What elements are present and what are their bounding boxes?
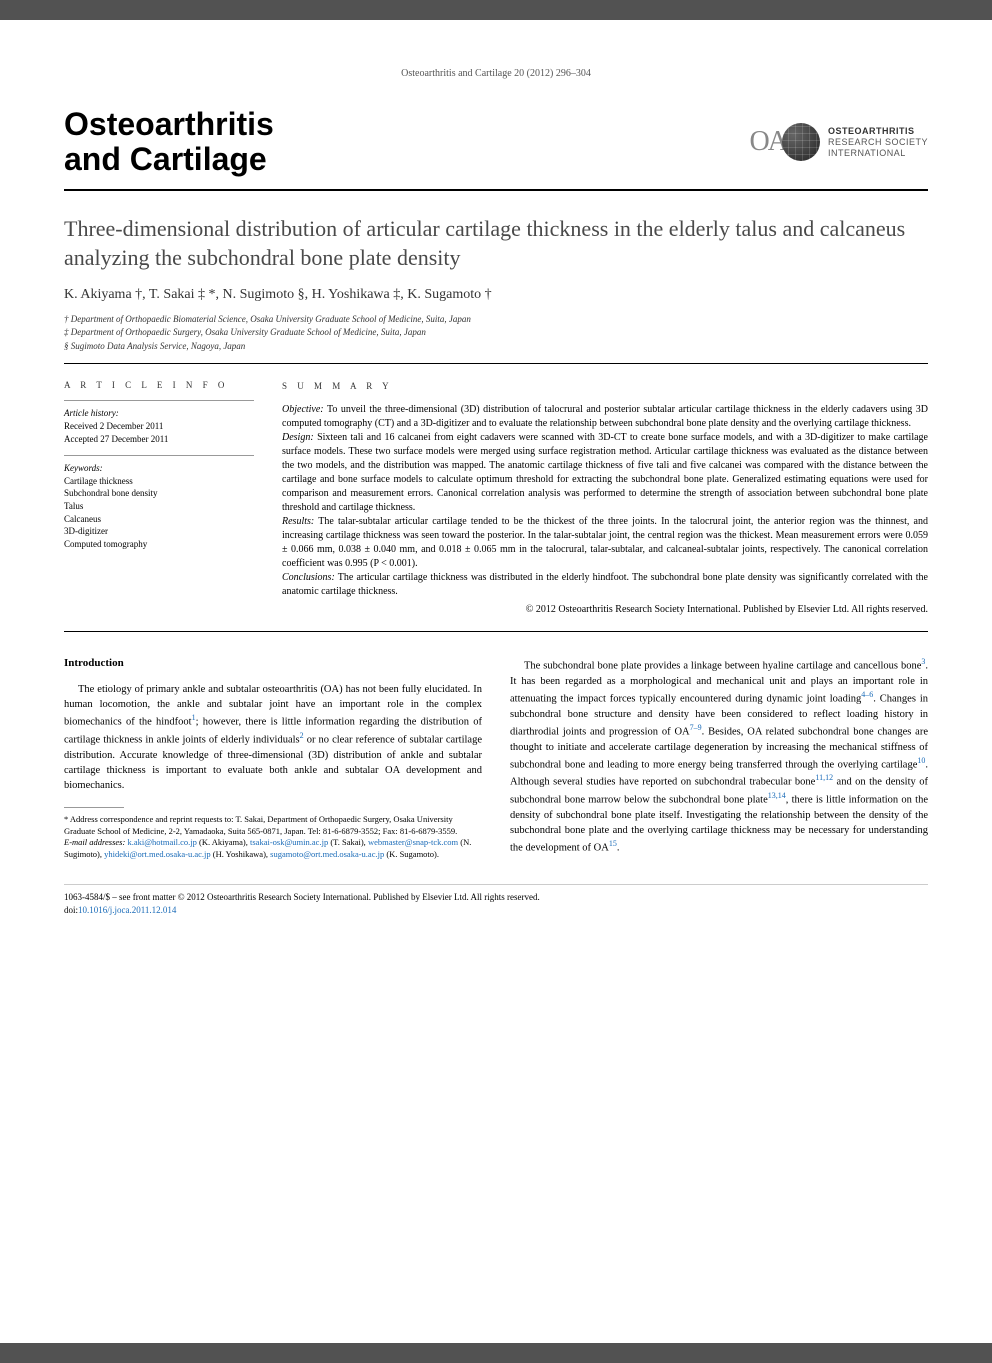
ref-link[interactable]: 13,14 bbox=[768, 791, 786, 800]
affiliation: ‡ Department of Orthopaedic Surgery, Osa… bbox=[64, 326, 928, 339]
keyword: Subchondral bone density bbox=[64, 487, 254, 500]
body-para: The subchondral bone plate provides a li… bbox=[510, 656, 928, 856]
intro-heading: Introduction bbox=[64, 656, 482, 672]
globe-icon bbox=[782, 123, 820, 161]
page: Osteoarthritis and Cartilage 20 (2012) 2… bbox=[0, 20, 992, 1343]
affiliation: † Department of Orthopaedic Biomaterial … bbox=[64, 313, 928, 326]
email-addresses: E-mail addresses: k.aki@hotmail.co.jp (K… bbox=[64, 837, 482, 860]
journal-title-line1: Osteoarthritis bbox=[64, 106, 274, 142]
keyword: Computed tomography bbox=[64, 538, 254, 551]
corresponding-author: * Address correspondence and reprint req… bbox=[64, 814, 482, 837]
ref-link[interactable]: 7–9 bbox=[690, 723, 702, 732]
logo-letters: OA bbox=[750, 123, 820, 161]
summary-copyright: © 2012 Osteoarthritis Research Society I… bbox=[282, 603, 928, 617]
column-right: The subchondral bone plate provides a li… bbox=[510, 656, 928, 860]
summary-objective: Objective: To unveil the three-dimension… bbox=[282, 403, 928, 431]
body-columns: Introduction The etiology of primary ank… bbox=[64, 656, 928, 860]
ref-link[interactable]: 4–6 bbox=[861, 690, 873, 699]
email-link[interactable]: k.aki@hotmail.co.jp bbox=[127, 837, 196, 847]
summary-conclusions: Conclusions: The articular cartilage thi… bbox=[282, 571, 928, 599]
ref-link[interactable]: 15 bbox=[609, 839, 617, 848]
doi-line: doi:10.1016/j.joca.2011.12.014 bbox=[64, 904, 928, 917]
summary: S U M M A R Y Objective: To unveil the t… bbox=[282, 380, 928, 617]
email-link[interactable]: tsakai-osk@umin.ac.jp bbox=[250, 837, 328, 847]
article-info: A R T I C L E I N F O Article history: R… bbox=[64, 380, 254, 617]
footnote-separator bbox=[64, 807, 124, 808]
keyword: Talus bbox=[64, 500, 254, 513]
article-title: Three-dimensional distribution of articu… bbox=[64, 215, 928, 272]
keyword: 3D-digitizer bbox=[64, 525, 254, 538]
article-history: Article history: Received 2 December 201… bbox=[64, 400, 254, 445]
logo-org-text: OSTEOARTHRITIS RESEARCH SOCIETY INTERNAT… bbox=[828, 126, 928, 158]
journal-header: Osteoarthritis and Cartilage OA OSTEOART… bbox=[64, 107, 928, 191]
journal-title: Osteoarthritis and Cartilage bbox=[64, 107, 274, 177]
journal-title-line2: and Cartilage bbox=[64, 141, 267, 177]
article-info-heading: A R T I C L E I N F O bbox=[64, 380, 254, 390]
page-footer: 1063-4584/$ – see front matter © 2012 Os… bbox=[64, 884, 928, 916]
authors-line: K. Akiyama †, T. Sakai ‡ *, N. Sugimoto … bbox=[64, 287, 928, 303]
doi-link[interactable]: 10.1016/j.joca.2011.12.014 bbox=[78, 905, 176, 915]
affiliations: † Department of Orthopaedic Biomaterial … bbox=[64, 313, 928, 365]
keyword: Calcaneus bbox=[64, 513, 254, 526]
keyword: Cartilage thickness bbox=[64, 475, 254, 488]
ref-link[interactable]: 11,12 bbox=[815, 773, 833, 782]
email-link[interactable]: yhideki@ort.med.osaka-u.ac.jp bbox=[104, 849, 211, 859]
summary-results: Results: The talar-subtalar articular ca… bbox=[282, 515, 928, 571]
email-link[interactable]: webmaster@snap-tck.com bbox=[368, 837, 458, 847]
intro-para: The etiology of primary ankle and subtal… bbox=[64, 682, 482, 794]
summary-design: Design: Sixteen tali and 16 calcanei fro… bbox=[282, 431, 928, 515]
copyright-line: 1063-4584/$ – see front matter © 2012 Os… bbox=[64, 891, 928, 904]
keywords: Keywords: Cartilage thickness Subchondra… bbox=[64, 455, 254, 550]
header-citation: Osteoarthritis and Cartilage 20 (2012) 2… bbox=[64, 68, 928, 79]
email-link[interactable]: sugamoto@ort.med.osaka-u.ac.jp bbox=[270, 849, 384, 859]
journal-logo: OA OSTEOARTHRITIS RESEARCH SOCIETY INTER… bbox=[750, 123, 928, 161]
affiliation: § Sugimoto Data Analysis Service, Nagoya… bbox=[64, 340, 928, 353]
column-left: Introduction The etiology of primary ank… bbox=[64, 656, 482, 860]
info-summary-row: A R T I C L E I N F O Article history: R… bbox=[64, 380, 928, 632]
summary-heading: S U M M A R Y bbox=[282, 380, 928, 393]
